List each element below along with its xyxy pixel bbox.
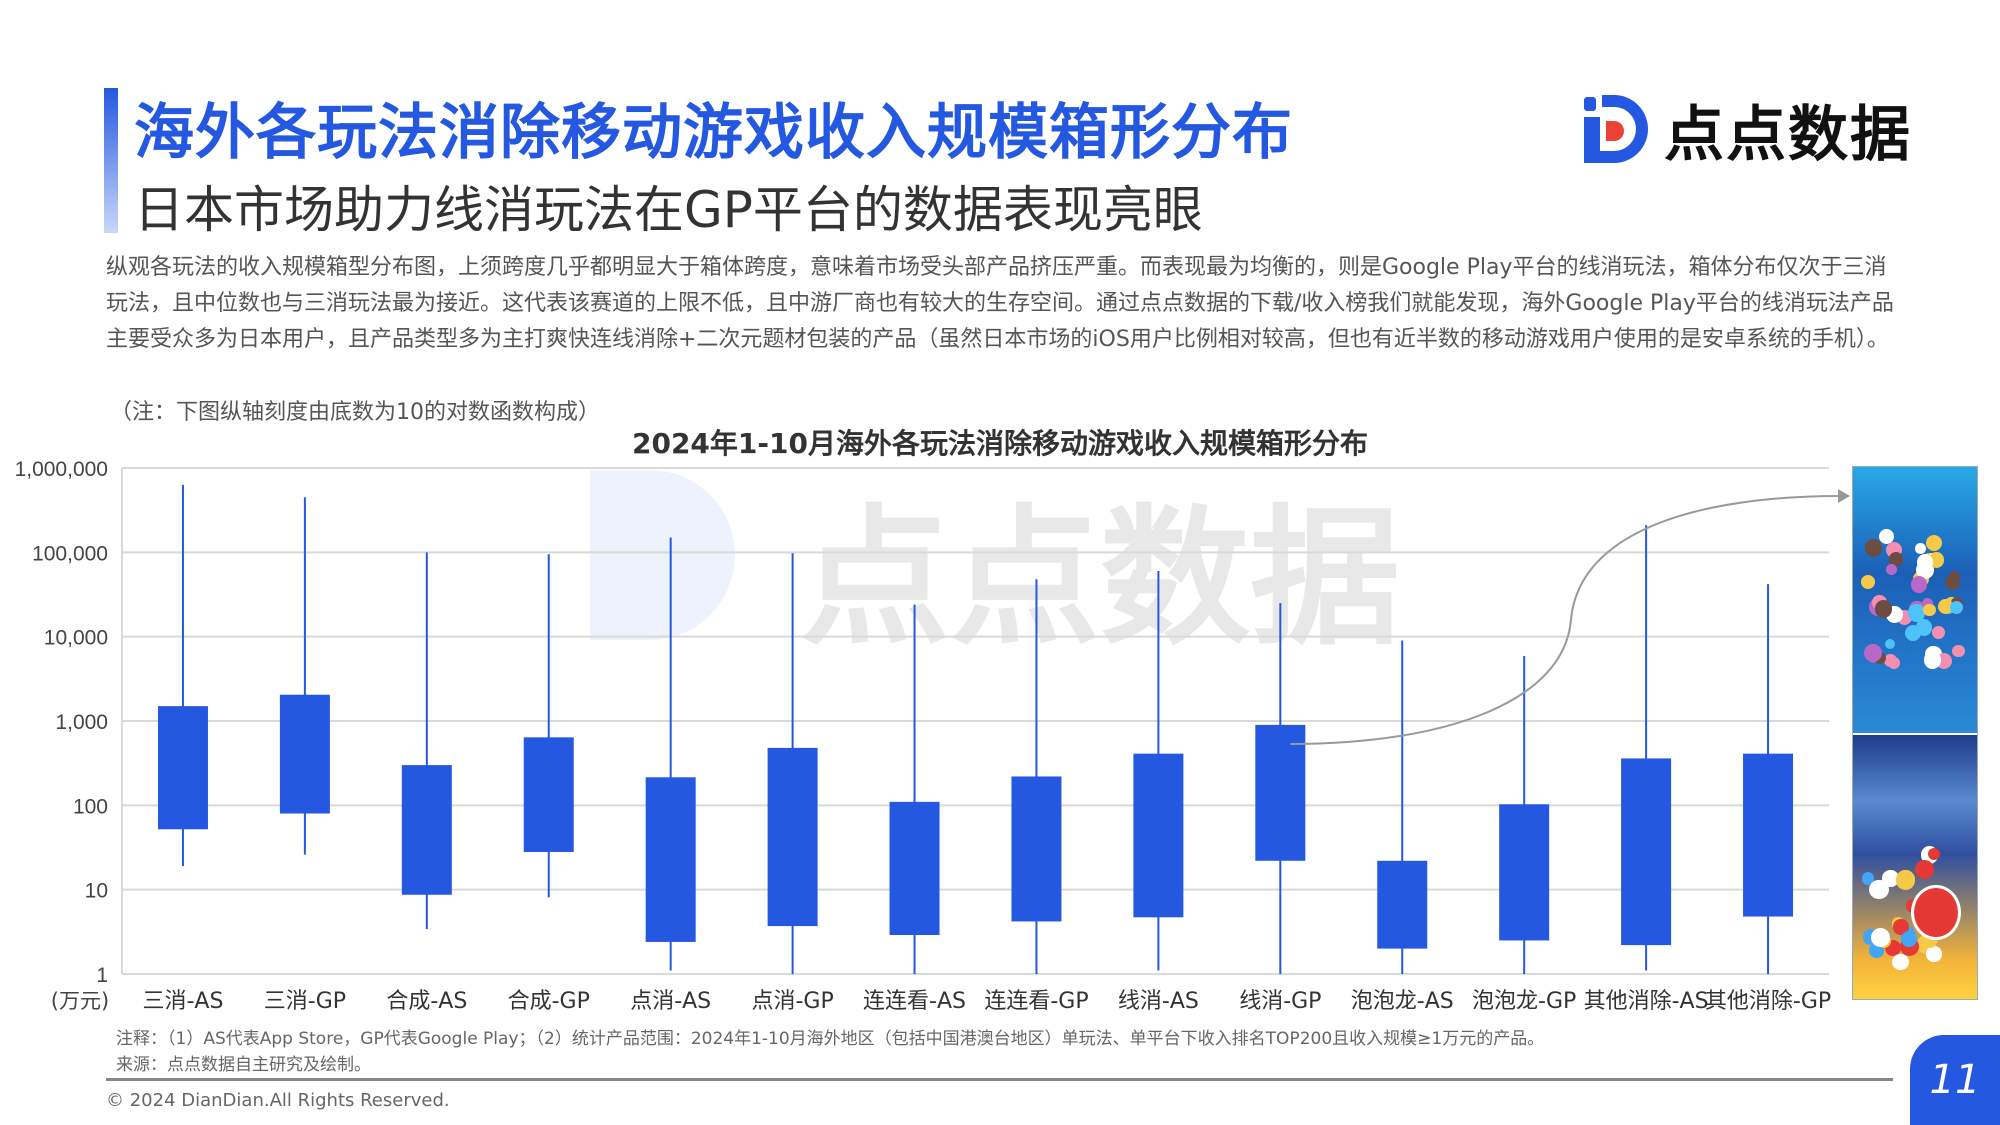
diandian-logo-icon [1580, 93, 1654, 167]
puni-piece [1869, 880, 1889, 900]
box-plot-chart: 点点数据 1 10 100 1,000 10,000 100,000 1,000,000 (万元… [0, 440, 1850, 1020]
x-tick-label: 三消-GP [264, 989, 346, 1014]
tsum-piece [1916, 619, 1933, 636]
y-tick-label: 1 [96, 964, 108, 987]
y-tick-label: 1,000 [55, 711, 108, 734]
tsum-piece [1911, 576, 1928, 593]
box-body [280, 695, 330, 814]
tsum-piece [1875, 600, 1892, 617]
tsum-piece [1879, 529, 1894, 544]
footnote: 注释：（1）AS代表App Store，GP代表Google Play；（2）统… [116, 1024, 1544, 1049]
logo-text: 点点数据 [1664, 86, 1912, 173]
body-paragraph: 纵观各玩法的收入规模箱型分布图，上须跨度几乎都明显大于箱体跨度，意味着市场受头部… [106, 250, 1896, 358]
box-body [1011, 776, 1061, 921]
jibanyan-character [1911, 885, 1961, 940]
x-tick-label: 合成-GP [508, 989, 590, 1014]
x-tick-label: 连连看-GP [984, 989, 1088, 1014]
box-body [402, 765, 452, 895]
x-tick-label: 泡泡龙-AS [1351, 989, 1454, 1014]
x-tick-label: 线消-AS [1118, 989, 1199, 1014]
y-tick-label: 10 [85, 880, 108, 903]
y-tick-label: 10,000 [44, 627, 108, 650]
title-accent-bar [104, 88, 118, 233]
puni-piece [1928, 848, 1940, 860]
tsum-piece [1861, 575, 1875, 589]
tsum-piece [1915, 543, 1925, 553]
puni-piece [1901, 931, 1917, 947]
x-tick-label: 其他消除-AS [1584, 989, 1709, 1014]
box-body [768, 748, 818, 926]
footer-divider [106, 1078, 1893, 1081]
tsum-piece [1924, 651, 1941, 668]
game-screenshots [1852, 466, 1978, 1000]
y-tick-label: 1,000,000 [15, 458, 108, 481]
x-tick-label: 连连看-AS [863, 989, 966, 1014]
x-tick-label: 合成-AS [386, 989, 467, 1014]
tsum-piece [1864, 644, 1882, 662]
puni-piece [1926, 946, 1941, 961]
puni-piece [1871, 928, 1890, 947]
x-tick-label: 点消-AS [630, 989, 711, 1014]
tsum-piece [1926, 535, 1942, 551]
box-body [1621, 758, 1671, 945]
puni-piece [1915, 860, 1934, 879]
x-tick-label: 线消-GP [1239, 989, 1321, 1014]
x-tick-label: 三消-AS [142, 989, 223, 1014]
tsum-piece [1888, 657, 1900, 669]
tsum-piece [1952, 645, 1964, 657]
box-body [1377, 861, 1427, 949]
box-body [1743, 754, 1793, 917]
copyright: © 2024 DianDian.All Rights Reserved. [106, 1090, 450, 1111]
box-body [1133, 754, 1183, 918]
puni-piece [1896, 870, 1915, 889]
tsum-piece [1865, 539, 1882, 556]
y-axis-unit: (万元) [51, 989, 109, 1013]
tsum-piece [1886, 564, 1897, 575]
x-tick-label: 其他消除-GP [1705, 989, 1831, 1014]
box-body [646, 777, 696, 942]
x-tick-label: 点消-GP [751, 989, 833, 1014]
source-note: 来源：点点数据自主研究及绘制。 [116, 1050, 371, 1075]
tsum-piece [1885, 639, 1895, 649]
watermark-text: 点点数据 [800, 492, 1400, 666]
box-body [1255, 725, 1305, 861]
tsum-piece [1932, 626, 1945, 639]
box-body [158, 706, 208, 829]
page-subtitle: 日本市场助力线消玩法在GP平台的数据表现亮眼 [134, 170, 1203, 242]
watermark-logo-icon [590, 470, 735, 640]
box-body [1499, 804, 1549, 940]
tsum-piece [1949, 571, 1960, 582]
page-title: 海外各玩法消除移动游戏收入规模箱形分布 [134, 84, 1293, 171]
page-number: 11 [1910, 1035, 2000, 1125]
box-body [890, 802, 940, 935]
x-tick-label: 泡泡龙-GP [1472, 989, 1576, 1014]
box-body [524, 737, 574, 852]
arrowhead-icon [1838, 489, 1850, 503]
logo: 点点数据 [1580, 86, 1912, 173]
tsum-piece [1923, 604, 1936, 617]
tsum-piece [1950, 601, 1963, 614]
y-tick-label: 100 [73, 795, 108, 818]
tsum-tsum-screenshot [1853, 467, 1977, 733]
y-tick-label: 100,000 [32, 542, 108, 565]
puni-piece [1892, 954, 1908, 970]
yokai-watch-puni-puni-screenshot [1853, 735, 1977, 999]
